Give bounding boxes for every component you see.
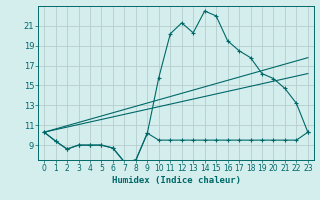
X-axis label: Humidex (Indice chaleur): Humidex (Indice chaleur) [111,176,241,185]
